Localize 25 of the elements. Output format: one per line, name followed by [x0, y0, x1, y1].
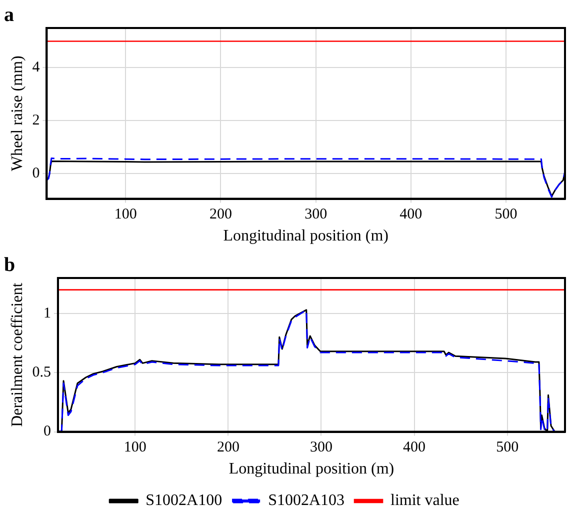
y-tick-label: 0.5 [32, 364, 51, 381]
chart-title: b [4, 254, 16, 276]
x-tick-label: 100 [124, 440, 146, 456]
legend-label: limit value [390, 492, 460, 510]
x-tick-label: 400 [400, 206, 422, 223]
x-tick-label: 400 [403, 440, 426, 456]
y-tick-label: 0 [43, 424, 51, 440]
legend-label: S1002A100 [146, 492, 222, 510]
x-tick-label: 200 [216, 440, 240, 456]
y-tick-label: 0 [32, 166, 40, 182]
legend-label: S1002A103 [268, 492, 345, 510]
x-tick-label: 500 [496, 440, 519, 456]
x-tick-label: 300 [310, 440, 332, 456]
y-axis-title: Wheel raise (mm) [8, 56, 26, 172]
chart-title: a [4, 4, 14, 26]
x-tick-label: 300 [304, 206, 328, 223]
y-tick-label: 2 [32, 112, 40, 129]
x-tick-label: 100 [114, 206, 137, 223]
x-tick-label: 200 [209, 206, 232, 223]
y-tick-label: 1 [43, 305, 51, 322]
x-tick-label: 500 [494, 206, 518, 223]
y-tick-label: 4 [32, 60, 40, 76]
x-axis-title: Longitudinal position (m) [223, 228, 389, 245]
x-axis-title: Longitudinal position (m) [228, 460, 394, 478]
y-axis-title: Derailment coefficient [8, 282, 26, 427]
